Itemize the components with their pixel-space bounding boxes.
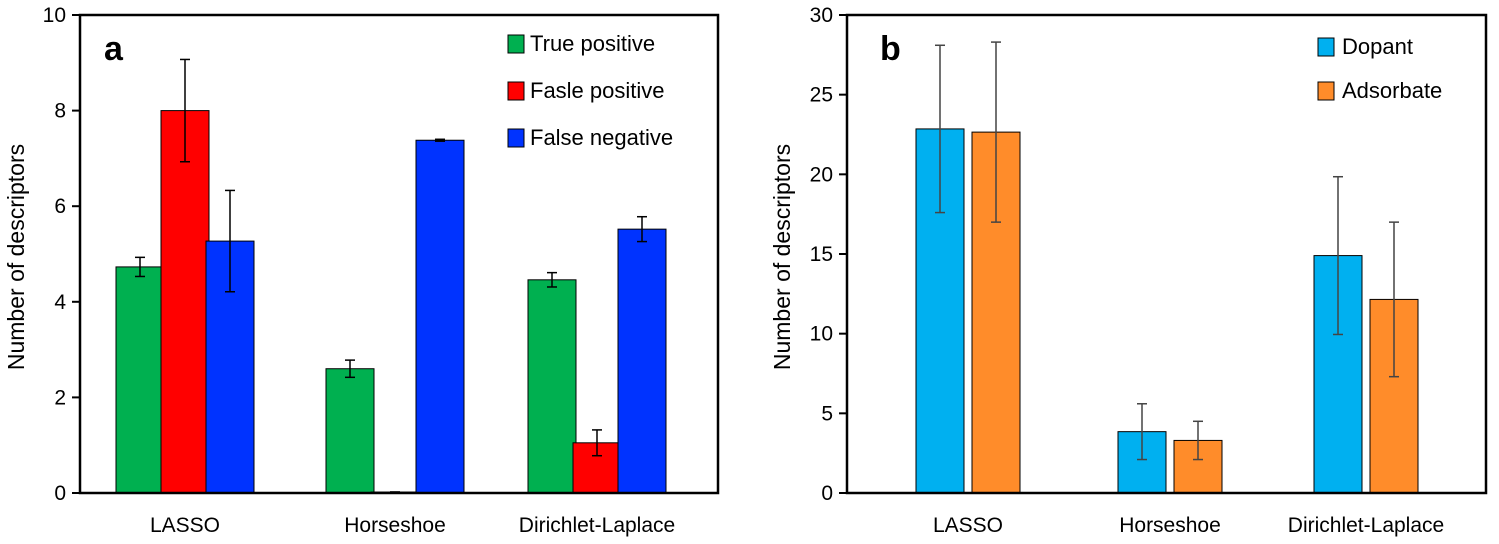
panel-a-bar-true-positive-lasso — [115, 266, 165, 494]
panel-b-bar-adsorbate-lasso — [971, 131, 1021, 494]
panel-a: Number of descriptors a 0 2 4 6 8 10 LASSO Hor… — [3, 4, 720, 537]
panel-b-y-tick-label: 20 — [810, 163, 833, 186]
panel-a-y-tick-label: 2 — [54, 386, 66, 409]
panel-b-error-bars — [935, 41, 1399, 461]
panel-b-error-bar — [935, 44, 945, 214]
panel-a-legend-label-1: Fasle positive — [530, 78, 665, 103]
panel-b-y-ticks: 0 5 10 15 20 25 30 — [810, 4, 847, 505]
panel-a-error-bar — [592, 429, 602, 457]
panel-a-error-bar — [180, 58, 190, 163]
panel-b-plot-frame — [845, 13, 1488, 495]
panel-a-y-axis-title: Number of descriptors — [3, 144, 29, 370]
panel-a-legend: True positive Fasle positive False negat… — [507, 31, 673, 150]
panel-a-error-bar — [345, 359, 355, 379]
panel-a-bar-true-positive-dirichlet-laplace — [527, 279, 577, 494]
panel-b-label: b — [880, 30, 901, 68]
panel-b-x-ticks: LASSO Horseshoe Dirichlet-Laplace — [933, 514, 1444, 537]
panel-b-error-bar — [1137, 403, 1147, 461]
panel-a-bar-true-positive-horseshoe — [325, 368, 375, 494]
panel-a-x-tick-label: Dirichlet-Laplace — [519, 514, 675, 537]
panel-a-x-ticks: LASSO Horseshoe Dirichlet-Laplace — [150, 514, 675, 537]
panel-b-legend-label-1: Adsorbate — [1342, 78, 1442, 103]
panel-b-y-tick-label: 15 — [810, 243, 833, 266]
panel-a-bar-fasle-positive-lasso — [160, 110, 210, 494]
panel-a-error-bar — [637, 215, 647, 243]
panel-b-y-tick-label: 25 — [810, 84, 833, 107]
panel-a-label: a — [104, 30, 124, 68]
panel-b-x-tick-label: Dirichlet-Laplace — [1288, 514, 1444, 537]
panel-b-bars — [915, 128, 1419, 494]
panel-a-error-bar — [225, 189, 235, 293]
panel-a-error-bar — [135, 256, 145, 278]
panel-b-y-tick-label: 0 — [821, 482, 833, 505]
panel-b-error-bar — [1389, 221, 1399, 378]
panel-a-bar-false-negative-dirichlet-laplace — [617, 228, 667, 494]
panel-a-y-ticks: 0 2 4 6 8 10 — [43, 4, 80, 505]
panel-a-y-tick-label: 10 — [43, 4, 66, 27]
panel-a-legend-label-0: True positive — [530, 31, 655, 56]
panel-a-y-tick-label: 0 — [54, 482, 66, 505]
panel-a-error-bar — [547, 271, 557, 288]
panel-b-legend: Dopant Adsorbate — [1317, 34, 1442, 103]
panel-a-x-tick-label: LASSO — [150, 514, 220, 537]
panel-b-y-tick-label: 5 — [821, 402, 833, 425]
panel-b-legend-swatch-1 — [1317, 81, 1335, 101]
panel-b-error-bar — [1333, 175, 1343, 336]
panel-a-error-bar — [435, 138, 445, 142]
panel-b-y-tick-label: 30 — [810, 4, 833, 27]
panel-b-y-axis-title: Number of descriptors — [769, 144, 795, 370]
panel-a-plot-frame — [78, 13, 720, 495]
panel-a-legend-swatch-1 — [507, 81, 525, 101]
panel-b-legend-label-0: Dopant — [1342, 34, 1413, 59]
panel-a-y-tick-label: 8 — [54, 100, 66, 123]
panel-b-legend-swatch-0 — [1317, 37, 1335, 57]
panel-b-error-bar — [1193, 420, 1203, 461]
panel-a-bars — [115, 110, 667, 494]
panel-a-legend-label-2: False negative — [530, 125, 673, 150]
panel-a-x-tick-label: Horseshoe — [344, 514, 446, 537]
panel-b-x-tick-label: Horseshoe — [1119, 514, 1221, 537]
panel-a-y-tick-label: 4 — [54, 291, 66, 314]
panel-a-legend-swatch-0 — [507, 34, 525, 54]
panel-a-legend-swatch-2 — [507, 128, 525, 148]
panel-b-x-tick-label: LASSO — [933, 514, 1003, 537]
panel-a-bar-false-negative-horseshoe — [415, 139, 465, 494]
panel-b-y-tick-label: 10 — [810, 323, 833, 346]
panel-b-error-bar — [991, 41, 1001, 223]
panel-b: Number of descriptors b 0 5 10 15 20 25 30 LAS… — [769, 4, 1488, 537]
panel-a-y-tick-label: 6 — [54, 195, 66, 218]
